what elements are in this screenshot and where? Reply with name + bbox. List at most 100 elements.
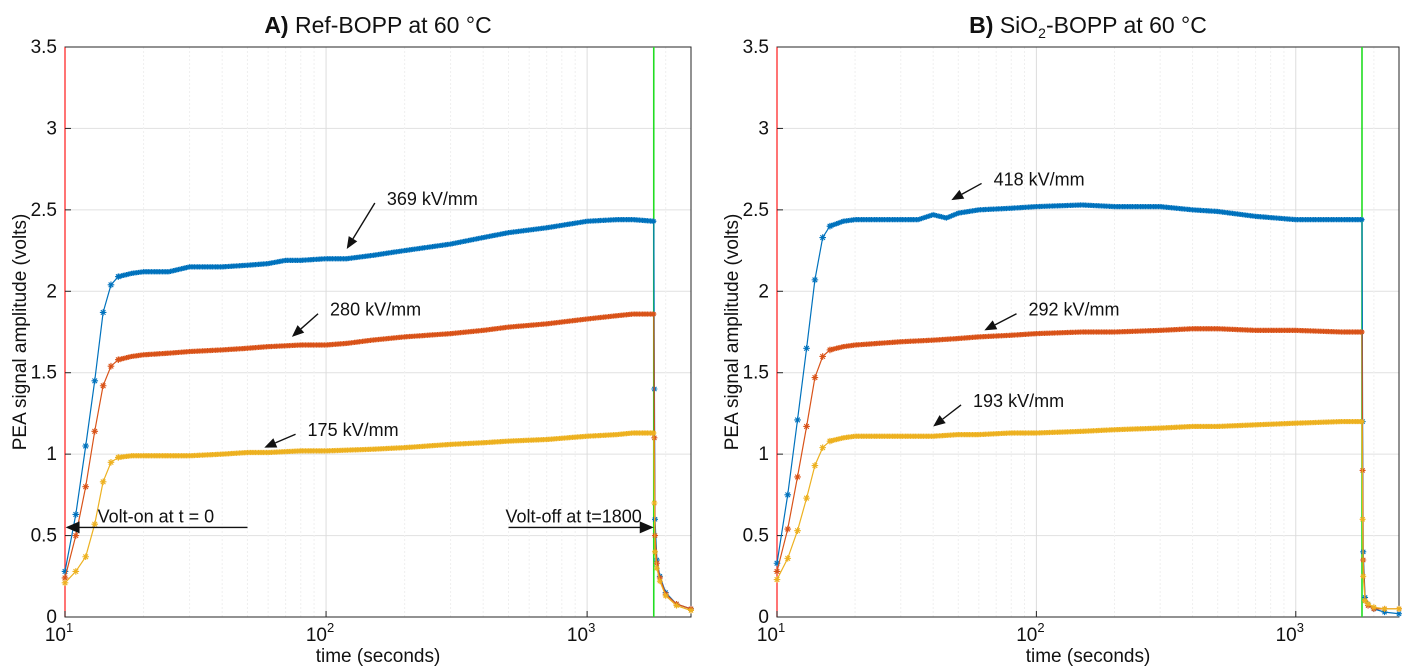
x-tick-label: 101	[757, 620, 785, 646]
data-point	[72, 568, 80, 575]
data-point	[811, 374, 819, 381]
x-axis-label: time (seconds)	[316, 646, 441, 666]
axes-box	[64, 46, 692, 618]
data-point	[99, 382, 107, 390]
y-tick-label: 1	[758, 444, 769, 465]
annotation-arrowhead	[984, 320, 998, 331]
annotation: 280 kV/mm	[291, 300, 421, 337]
arrow-note: Volt-on at t = 0	[65, 506, 248, 534]
data-point	[1370, 604, 1377, 611]
data-point	[803, 423, 810, 430]
data-point	[837, 219, 843, 226]
x-tick-label: 103	[1276, 620, 1304, 646]
data-point	[811, 276, 819, 284]
data-point	[794, 416, 801, 424]
data-point	[1396, 605, 1402, 612]
data-point	[948, 213, 955, 219]
data-point	[673, 602, 680, 609]
y-tick-label: 3	[46, 118, 57, 139]
annotation-label: 369 kV/mm	[387, 189, 478, 209]
y-tick-label: 2	[758, 281, 769, 302]
annotation-arrowhead	[346, 236, 358, 249]
data-point	[651, 218, 657, 224]
data-point	[835, 220, 841, 226]
data-point	[107, 362, 115, 370]
data-point	[784, 525, 792, 533]
data-point	[950, 212, 956, 218]
data-point	[773, 576, 781, 583]
y-tick-label: 1	[46, 444, 57, 465]
y-tick-label: 2.5	[743, 200, 769, 221]
y-tick-label: 0	[46, 607, 57, 628]
data-point	[838, 219, 845, 225]
annotation-label: 280 kV/mm	[330, 300, 421, 320]
annotation-arrowhead	[933, 415, 946, 427]
series-line	[776, 421, 1399, 610]
data-point	[1359, 217, 1365, 223]
data-point	[107, 281, 115, 289]
x-tick-label: 102	[306, 620, 334, 646]
data-point	[819, 353, 826, 360]
data-point	[803, 494, 810, 502]
data-point	[794, 527, 801, 534]
data-point	[99, 309, 107, 316]
y-tick-label: 3.5	[31, 37, 57, 58]
annotation-arrow-line	[352, 202, 376, 240]
annotation-label: 292 kV/mm	[1029, 300, 1120, 320]
data-point	[656, 574, 663, 581]
data-point	[91, 428, 99, 435]
annotation: 175 kV/mm	[264, 420, 399, 448]
data-point	[91, 377, 99, 385]
x-tick-label: 101	[45, 620, 73, 646]
annotation-arrow-line	[300, 313, 319, 330]
chart-title: B) SiO2-BOPP at 60 °C	[969, 12, 1207, 41]
data-point	[803, 344, 810, 352]
data-point	[819, 444, 826, 451]
arrow-note: Volt-off at t=1800	[506, 506, 654, 534]
data-point	[61, 579, 69, 587]
data-point	[773, 568, 781, 575]
y-tick-label: 0	[758, 607, 769, 628]
annotation-label: 418 kV/mm	[994, 169, 1085, 189]
y-tick-label: 1.5	[743, 363, 769, 384]
y-tick-label: 2	[46, 281, 57, 302]
y-axis-label: PEA signal amplitude (volts)	[10, 214, 31, 451]
series-3	[61, 430, 694, 614]
data-point	[811, 462, 819, 469]
series-1	[773, 202, 1402, 617]
annotation-label: 193 kV/mm	[973, 391, 1064, 411]
data-point	[954, 211, 960, 217]
data-point	[784, 555, 792, 562]
annotation: 193 kV/mm	[933, 391, 1064, 427]
y-tick-label: 2.5	[31, 200, 57, 221]
data-point	[1360, 573, 1367, 580]
y-tick-label: 3.5	[743, 37, 769, 58]
series-3	[773, 418, 1402, 612]
data-point	[1396, 610, 1402, 617]
data-point	[947, 214, 953, 220]
data-point	[82, 553, 89, 561]
data-point	[794, 473, 801, 481]
chart-panel-b: 0 0.5 1 1.5 2 2.5 3 3.5 101 102 103 time (seconds) P…	[722, 12, 1402, 666]
data-point	[1359, 329, 1365, 335]
data-point	[107, 458, 115, 466]
annotation: 418 kV/mm	[951, 169, 1085, 201]
series-line	[64, 219, 692, 610]
chart-title: A) Ref-BOPP at 60 °C	[264, 12, 491, 38]
series-1	[61, 217, 694, 612]
data-point	[99, 478, 107, 486]
data-point	[656, 578, 663, 585]
data-point	[1365, 600, 1372, 607]
data-point	[1359, 516, 1366, 523]
data-point	[819, 234, 826, 241]
x-tick-label: 102	[1016, 620, 1044, 646]
annotation-arrow-line	[994, 313, 1017, 326]
data-point	[72, 532, 80, 539]
data-point	[784, 491, 792, 499]
data-point	[832, 221, 838, 227]
series-line	[776, 328, 1399, 610]
data-point	[653, 565, 660, 572]
annotation-arrow-line	[961, 182, 982, 195]
grid-lines	[64, 46, 691, 618]
